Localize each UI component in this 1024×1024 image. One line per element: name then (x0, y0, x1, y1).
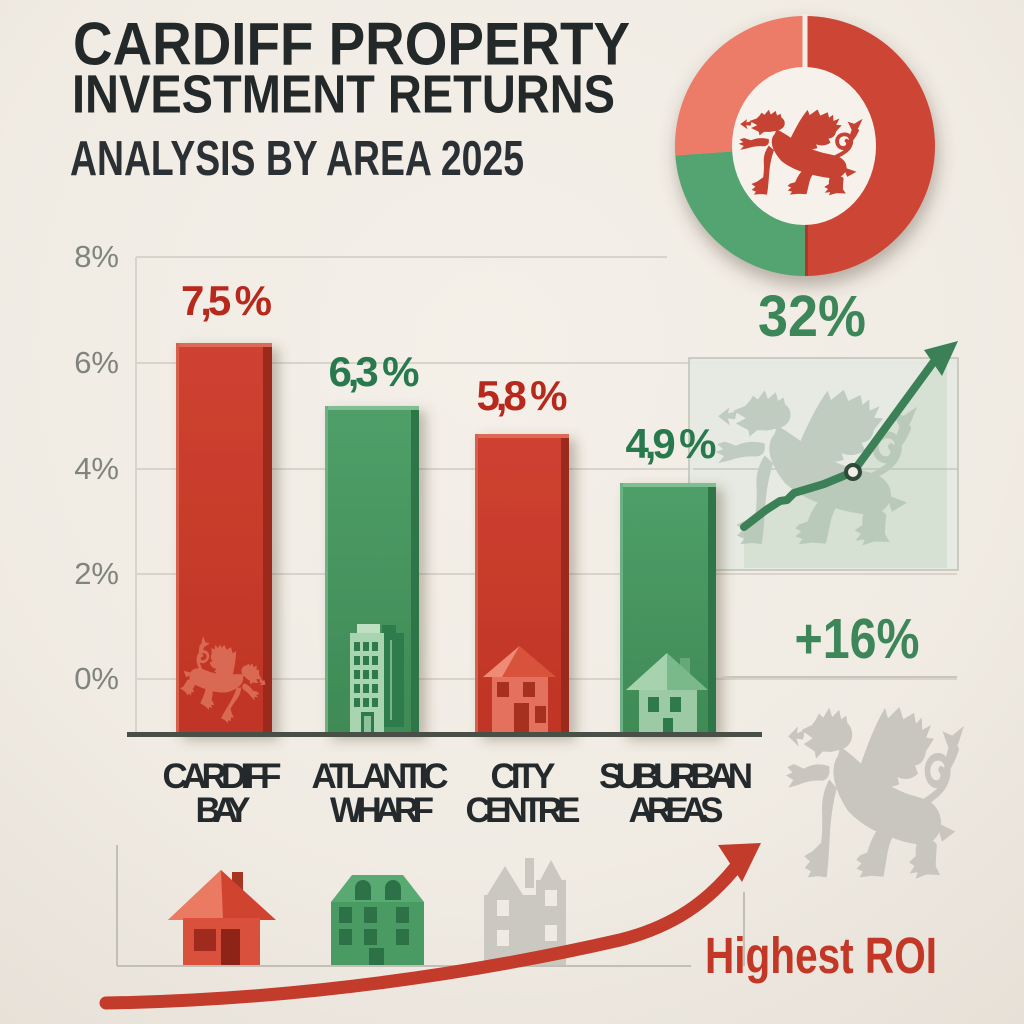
svg-text:BAY: BAY (196, 791, 251, 830)
svg-text:+16%: +16% (795, 607, 920, 671)
svg-text:Highest ROI: Highest ROI (705, 927, 937, 984)
svg-text:7,5 %: 7,5 % (181, 277, 272, 324)
svg-text:WHARF: WHARF (330, 791, 434, 830)
svg-text:4,9 %: 4,9 % (626, 420, 717, 467)
svg-text:2%: 2% (74, 556, 119, 591)
svg-text:INVESTMENT RETURNS: INVESTMENT RETURNS (72, 66, 615, 125)
svg-text:6%: 6% (74, 345, 119, 380)
svg-text:AREAS: AREAS (629, 791, 724, 830)
svg-text:8%: 8% (74, 239, 119, 274)
svg-text:CENTRE: CENTRE (466, 791, 581, 830)
svg-text:ANALYSIS BY AREA 2025: ANALYSIS BY AREA 2025 (70, 131, 524, 186)
svg-text:5,8 %: 5,8 % (477, 372, 568, 419)
svg-text:0%: 0% (74, 661, 119, 696)
svg-text:CITY: CITY (491, 757, 556, 796)
svg-text:32%: 32% (758, 284, 866, 349)
svg-text:4%: 4% (74, 451, 119, 486)
svg-text:6,3 %: 6,3 % (329, 348, 420, 395)
svg-text:CARDIFF PROPERTY: CARDIFF PROPERTY (73, 11, 630, 78)
svg-text:CARDIFF: CARDIFF (163, 757, 282, 796)
svg-text:SUBURBAN: SUBURBAN (599, 757, 753, 796)
svg-text:ATLANTIC: ATLANTIC (312, 757, 449, 796)
